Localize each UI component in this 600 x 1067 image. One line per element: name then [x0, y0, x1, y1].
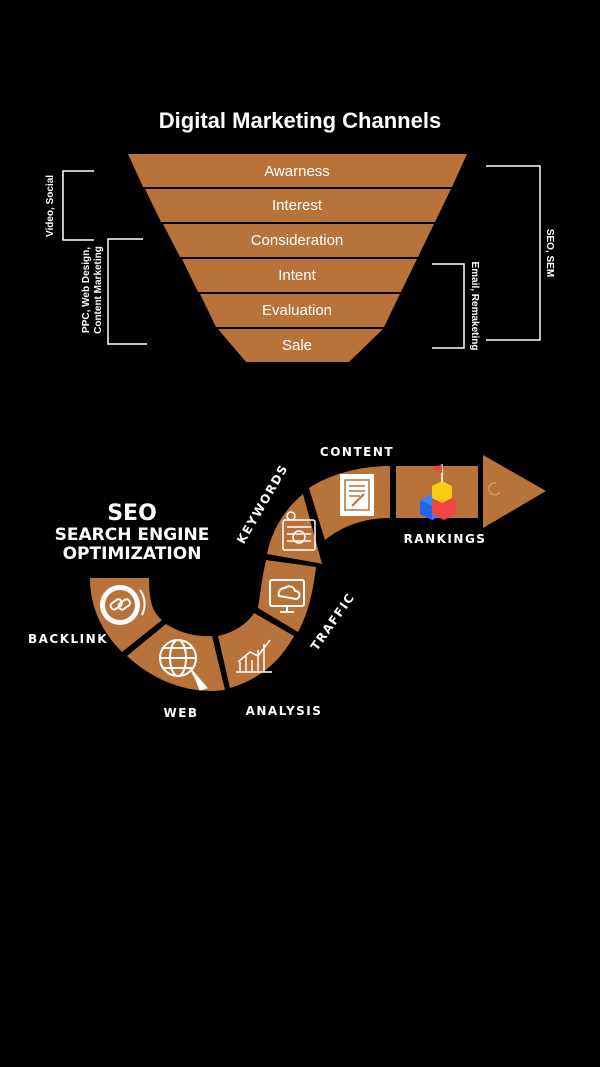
- analysis-chart-icon: [236, 639, 272, 673]
- arrowhead-symbol-icon: [488, 482, 501, 496]
- band-segment-analysis: [218, 613, 294, 688]
- band-segment-traffic: [258, 560, 316, 632]
- traffic-monitor-icon: [269, 579, 305, 613]
- bracket-label-ppc-line1: PPC, Web Design,: [81, 247, 92, 333]
- funnel-stage-labels: Awarness Interest Consideration Intent E…: [251, 163, 344, 354]
- stage-label-interest: Interest: [272, 197, 323, 214]
- bracket-label-email: Email, Remaketing: [469, 262, 480, 351]
- bracket-label-ppc-line2: Content Marketing: [93, 246, 104, 334]
- rankings-blocks-icon: [420, 464, 456, 520]
- backlink-icon: [100, 585, 146, 625]
- funnel-stage-intent: [182, 259, 417, 292]
- funnel-stage-awareness: [128, 154, 467, 187]
- band-segment-keywords: [267, 494, 322, 564]
- seo-heading-seo: SEO: [107, 501, 157, 526]
- stage-label-evaluation: Evaluation: [262, 302, 332, 319]
- label-backlink: BACKLINK: [28, 632, 108, 646]
- funnel-stage-interest: [145, 189, 451, 222]
- web-globe-icon: [159, 639, 208, 691]
- content-document-icon: [340, 474, 374, 516]
- bracket-video-social: [62, 170, 94, 241]
- funnel-stage-sale: [218, 329, 383, 362]
- label-content: CONTENT: [320, 445, 394, 459]
- bracket-ppc: [107, 238, 147, 345]
- bracket-seo-sem: [486, 165, 541, 341]
- stage-label-consideration: Consideration: [251, 232, 344, 249]
- funnel-diagram: Awarness Interest Consideration Intent E…: [45, 154, 555, 362]
- label-web: WEB: [163, 706, 198, 720]
- bracket-label-seo-sem: SEO, SEM: [544, 229, 555, 277]
- seo-heading-optimization: OPTIMIZATION: [63, 544, 202, 564]
- stage-label-intent: Intent: [278, 267, 316, 284]
- label-traffic: TRAFFIC: [308, 590, 358, 653]
- seo-band: [90, 455, 546, 691]
- funnel-stages: [128, 154, 467, 362]
- bracket-email: [432, 263, 465, 349]
- label-analysis: ANALYSIS: [246, 704, 323, 718]
- funnel-title: Digital Marketing Channels: [158, 108, 442, 133]
- keywords-list-icon: [282, 511, 316, 551]
- stage-label-awareness: Awarness: [264, 163, 330, 180]
- funnel-stage-consideration: [163, 224, 434, 257]
- seo-heading-search-engine: SEARCH ENGINE: [55, 525, 210, 545]
- stage-label-sale: Sale: [282, 337, 312, 354]
- bracket-label-video-social: Video, Social: [45, 175, 56, 237]
- label-rankings: RANKINGS: [404, 532, 487, 546]
- funnel-stage-evaluation: [200, 294, 400, 327]
- arrowhead-icon: [483, 455, 546, 528]
